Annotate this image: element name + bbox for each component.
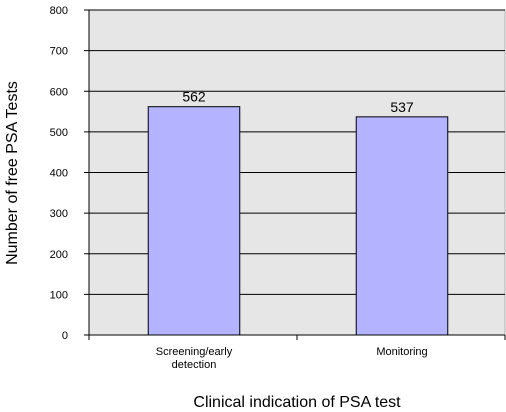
y-tick-label: 100 [50, 289, 68, 301]
y-tick-label: 300 [50, 208, 68, 220]
y-tick-label: 800 [50, 5, 68, 17]
y-axis-title: Number of free PSA Tests [4, 81, 21, 265]
y-tick-label: 500 [50, 127, 68, 139]
bars [147, 106, 449, 336]
y-tick-label: 700 [50, 46, 68, 58]
x-axis: Screening/early detection Monitoring [88, 334, 506, 371]
x-category-label: Monitoring [376, 346, 427, 358]
bar [355, 116, 449, 336]
x-category-label: Screening/early detection [156, 346, 233, 371]
y-tick-label: 400 [50, 168, 68, 180]
bar [147, 106, 241, 336]
y-axis: 0 100 200 300 400 500 600 700 800 [50, 5, 90, 342]
y-tick-label: 600 [50, 86, 68, 98]
y-tick-label: 200 [50, 249, 68, 261]
y-tick-label: 0 [62, 330, 68, 342]
data-labels: 562 537 [182, 89, 414, 115]
bar-value-label: 562 [182, 89, 206, 105]
bar-value-label: 537 [390, 99, 414, 115]
x-axis-title: Clinical indication of PSA test [193, 394, 401, 411]
